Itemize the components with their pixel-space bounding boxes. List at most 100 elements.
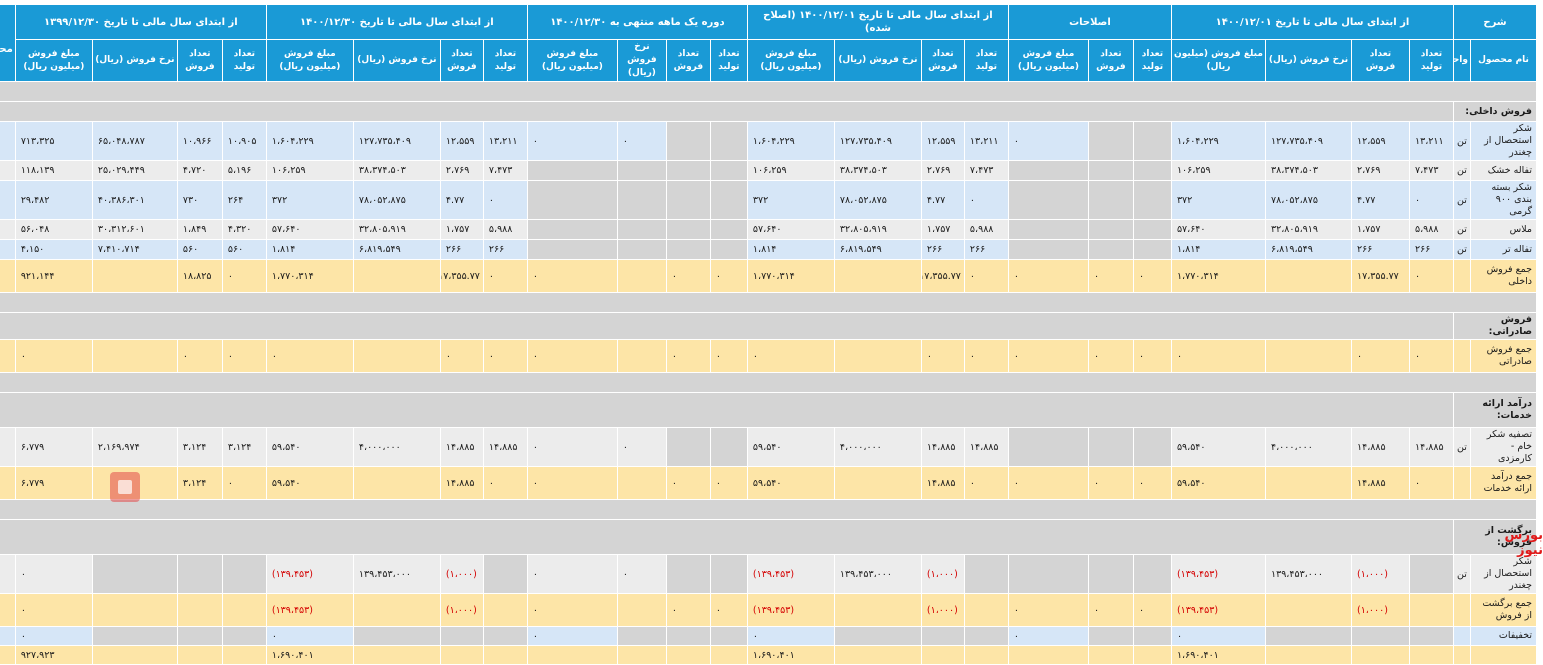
value-cell bbox=[1132, 180, 1172, 220]
value-cell bbox=[665, 160, 711, 181]
table-row: تخفیفات ۰ ۰ ۰ ۰ ۰ ۰ bbox=[0, 626, 1537, 646]
value-cell bbox=[709, 160, 748, 181]
value-cell: ۱۲۷،۷۳۵،۴۰۹ bbox=[833, 121, 922, 161]
value-cell bbox=[176, 645, 223, 665]
value-cell: ۰ bbox=[1408, 180, 1454, 220]
value-cell: ۰ bbox=[1087, 466, 1134, 500]
monthly-sales-report-table: شرح از ابتدای سال مالی تا تاریخ ۱۴۰۰/۱۲/… bbox=[0, 4, 1538, 665]
value-cell bbox=[963, 626, 1009, 646]
product-name-cell: جمع برگشت از فروش bbox=[1470, 593, 1537, 627]
value-cell: ۴،۱۵۰ bbox=[14, 239, 93, 260]
watermark-logo bbox=[38, 468, 148, 512]
value-cell bbox=[1007, 554, 1089, 594]
value-cell: ۰ bbox=[1132, 593, 1172, 627]
value-cell: ۰ bbox=[616, 121, 667, 161]
value-cell: ۲۶۶ bbox=[963, 239, 1009, 260]
value-cell: ۳۰،۳۱۲،۶۰۱ bbox=[91, 219, 178, 240]
table-row: جمع برگشت از فروش (۱،۰۰۰) (۱۳۹،۴۵۳) ۰ ۰ ۰ (۱،۰… bbox=[0, 593, 1537, 627]
value-cell: ۴.۷۷ bbox=[1350, 180, 1410, 220]
header-group-one-month: دوره یک ماهه منتهی به ۱۴۰۰/۱۲/۳۰ bbox=[526, 4, 748, 40]
value-cell: ۰ bbox=[1408, 259, 1454, 293]
table-row: جمع فروش داخلی ۰ ۱۷،۳۵۵.۷۷ ۱،۷۷۰،۳۱۴ ۰ ۰ ۰ ۰ ۱۷،… bbox=[0, 259, 1537, 293]
report-body: فروش داخلی: شکر استحصال از چغندر تن ۱۳،۲۱۱ ۱… bbox=[0, 81, 1538, 665]
value-cell: ۱،۶۰۴،۲۲۹ bbox=[1170, 121, 1266, 161]
value-cell: ۰ bbox=[1007, 121, 1089, 161]
value-cell: ۳۷۲ bbox=[265, 180, 354, 220]
value-cell: ۱۴،۸۸۵ bbox=[439, 466, 484, 500]
header-description: شرح bbox=[1452, 4, 1538, 40]
value-cell bbox=[665, 554, 711, 594]
value-cell: ۰ bbox=[14, 554, 93, 594]
value-cell bbox=[1264, 645, 1352, 665]
value-cell: ۰ bbox=[1087, 593, 1134, 627]
value-cell: ۷،۴۱۰،۷۱۴ bbox=[91, 239, 178, 260]
value-cell: ۱۷،۳۵۵.۷۷ bbox=[1350, 259, 1410, 293]
value-cell: ۱۰،۹۶۶ bbox=[176, 121, 223, 161]
value-cell: ۳،۱۲۴ bbox=[176, 466, 223, 500]
value-cell bbox=[176, 593, 223, 627]
unit-cell bbox=[1452, 645, 1472, 665]
value-cell bbox=[221, 554, 267, 594]
value-cell bbox=[833, 259, 922, 293]
value-cell bbox=[1132, 427, 1172, 467]
product-name-cell: تخفیفات bbox=[1470, 626, 1537, 646]
section-title: فروش صادراتی: bbox=[1452, 312, 1538, 340]
value-cell bbox=[920, 626, 965, 646]
value-cell: ۰ bbox=[1408, 339, 1454, 373]
separator-row bbox=[0, 292, 1538, 313]
value-cell: ۳۷۲ bbox=[746, 180, 835, 220]
subheader-f-3: مبلغ فروش (میلیون ریال) bbox=[14, 39, 93, 82]
section-header-row: برگشت از فروش: bbox=[0, 519, 1538, 555]
unit-cell: تن bbox=[1452, 121, 1472, 161]
value-cell bbox=[352, 593, 441, 627]
value-cell: ۰ bbox=[265, 339, 354, 373]
value-cell: ۰ bbox=[1007, 466, 1089, 500]
product-name-cell: جمع درآمد ارائه خدمات bbox=[1470, 466, 1537, 500]
subheader-d-0: تعداد تولید bbox=[709, 39, 748, 82]
subheader-a-2: نرخ فروش (ریال) bbox=[1264, 39, 1352, 82]
value-cell: ۲۹،۴۸۲ bbox=[14, 180, 93, 220]
value-cell bbox=[1350, 626, 1410, 646]
subheader-c-1: تعداد فروش bbox=[920, 39, 965, 82]
value-cell: ۰ bbox=[709, 339, 748, 373]
value-cell: ۳۸،۳۷۴،۵۰۳ bbox=[833, 160, 922, 181]
product-name-cell: جمع فروش داخلی bbox=[1470, 259, 1537, 293]
subheader-a-0: تعداد تولید bbox=[1408, 39, 1454, 82]
product-name-cell: تفاله خشک bbox=[1470, 160, 1537, 181]
value-cell: ۳۷۲ bbox=[1170, 180, 1266, 220]
value-cell: (۱،۰۰۰) bbox=[920, 554, 965, 594]
section-title: درآمد ارائه خدمات: bbox=[1452, 392, 1538, 428]
value-cell: ۱۳۹،۴۵۳،۰۰۰ bbox=[1264, 554, 1352, 594]
value-cell: ۰ bbox=[665, 466, 711, 500]
value-cell: ۵۹،۵۴۰ bbox=[1170, 466, 1266, 500]
value-cell: ۱،۸۴۹ bbox=[176, 219, 223, 240]
subheader-f-0: تعداد تولید bbox=[221, 39, 267, 82]
value-cell: (۱۳۹،۴۵۳) bbox=[265, 554, 354, 594]
value-cell bbox=[616, 645, 667, 665]
value-cell: ۰ bbox=[482, 339, 528, 373]
value-cell: ۰ bbox=[526, 339, 618, 373]
value-cell: ۱۳،۲۱۱ bbox=[963, 121, 1009, 161]
value-cell: ۵۷،۶۴۰ bbox=[746, 219, 835, 240]
value-cell: ۱۴،۸۸۵ bbox=[482, 427, 528, 467]
value-cell: ۰ bbox=[963, 259, 1009, 293]
header-product-name: نام محصول bbox=[1470, 39, 1537, 82]
value-cell: ۰ bbox=[221, 259, 267, 293]
value-cell bbox=[1087, 121, 1134, 161]
value-cell: ۰ bbox=[176, 339, 223, 373]
value-cell bbox=[176, 554, 223, 594]
value-cell: ۱۲،۵۵۹ bbox=[1350, 121, 1410, 161]
value-cell bbox=[709, 219, 748, 240]
subheader-d-3: مبلغ فروش (میلیون ریال) bbox=[526, 39, 618, 82]
value-cell: ۱،۶۰۴،۲۲۹ bbox=[746, 121, 835, 161]
value-cell bbox=[91, 259, 178, 293]
section-header-row: فروش داخلی: bbox=[0, 101, 1538, 122]
value-cell: ۱،۸۱۴ bbox=[746, 239, 835, 260]
value-cell: ۶۵،۰۴۸،۷۸۷ bbox=[91, 121, 178, 161]
value-cell: ۰ bbox=[709, 259, 748, 293]
value-cell bbox=[91, 593, 178, 627]
value-cell bbox=[1087, 427, 1134, 467]
value-cell: ۳۲،۸۰۵،۹۱۹ bbox=[352, 219, 441, 240]
unit-cell: تن bbox=[1452, 160, 1472, 181]
value-cell: ۰ bbox=[746, 339, 835, 373]
